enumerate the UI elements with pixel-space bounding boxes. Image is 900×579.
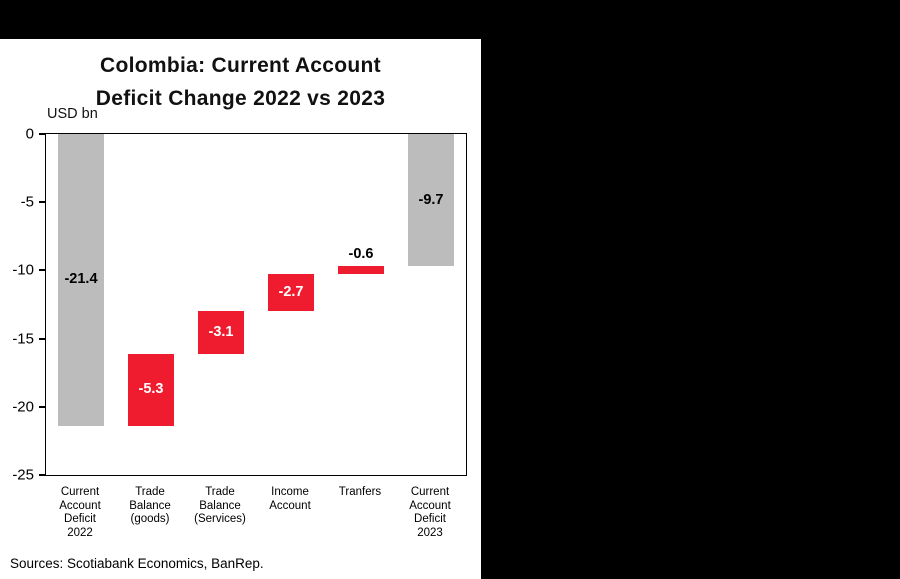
chart-panel: Colombia: Current Account Deficit Change… xyxy=(0,39,481,579)
x-axis-category-labels: Current Account Deficit 2022 Trade Balance (go… xyxy=(45,486,467,550)
bar-trade-balance-goods xyxy=(128,353,174,426)
y-tick-label: -20 xyxy=(12,398,34,416)
y-axis: 0 -5 -10 -15 -20 -25 xyxy=(0,126,45,484)
x-category-label: Current Account Deficit 2023 xyxy=(409,486,451,539)
y-axis-unit-label: USD bn xyxy=(47,106,98,122)
bar-tranfers xyxy=(338,266,384,275)
y-tick-label: -10 xyxy=(12,261,34,279)
bar-trade-balance-services xyxy=(198,311,244,354)
bar-value-label: -0.6 xyxy=(348,246,374,263)
y-tick-label: 0 xyxy=(25,125,34,143)
plot-area: -21.4 -5.3 -3.1 -2.7 -0.6 -9.7 xyxy=(45,133,467,476)
bar-income-account xyxy=(268,274,314,312)
bar-value-label: -5.3 xyxy=(138,381,164,398)
x-category-label: Trade Balance (Services) xyxy=(194,486,246,525)
y-tick-label: -25 xyxy=(12,466,34,484)
y-tick-label: -5 xyxy=(20,193,34,211)
y-tick-mark xyxy=(39,201,45,204)
bar-current-account-deficit-2023 xyxy=(408,134,454,267)
chart-title-line-2: Deficit Change 2022 vs 2023 xyxy=(95,87,386,110)
y-tick-mark xyxy=(39,133,45,135)
chart-title: Colombia: Current Account Deficit Change… xyxy=(0,49,481,115)
y-tick-mark xyxy=(39,405,45,408)
y-tick-mark xyxy=(39,474,45,476)
y-tick-label: -15 xyxy=(12,330,34,348)
bar-value-label: -21.4 xyxy=(64,271,98,288)
sources-note: Sources: Scotiabank Economics, BanRep. xyxy=(10,556,264,571)
bar-value-label: -3.1 xyxy=(208,323,234,340)
bar-value-label: -2.7 xyxy=(278,284,304,301)
bar-current-account-deficit-2022 xyxy=(58,134,104,426)
x-category-label: Tranfers xyxy=(338,486,382,498)
x-category-label: Trade Balance (goods) xyxy=(129,486,171,525)
bar-value-label: -9.7 xyxy=(418,191,444,208)
y-tick-mark xyxy=(39,269,45,272)
x-category-label: Income Account xyxy=(269,486,311,512)
y-tick-mark xyxy=(39,337,45,340)
x-category-label: Current Account Deficit 2022 xyxy=(59,486,101,539)
chart-title-line-1: Colombia: Current Account xyxy=(100,54,381,77)
